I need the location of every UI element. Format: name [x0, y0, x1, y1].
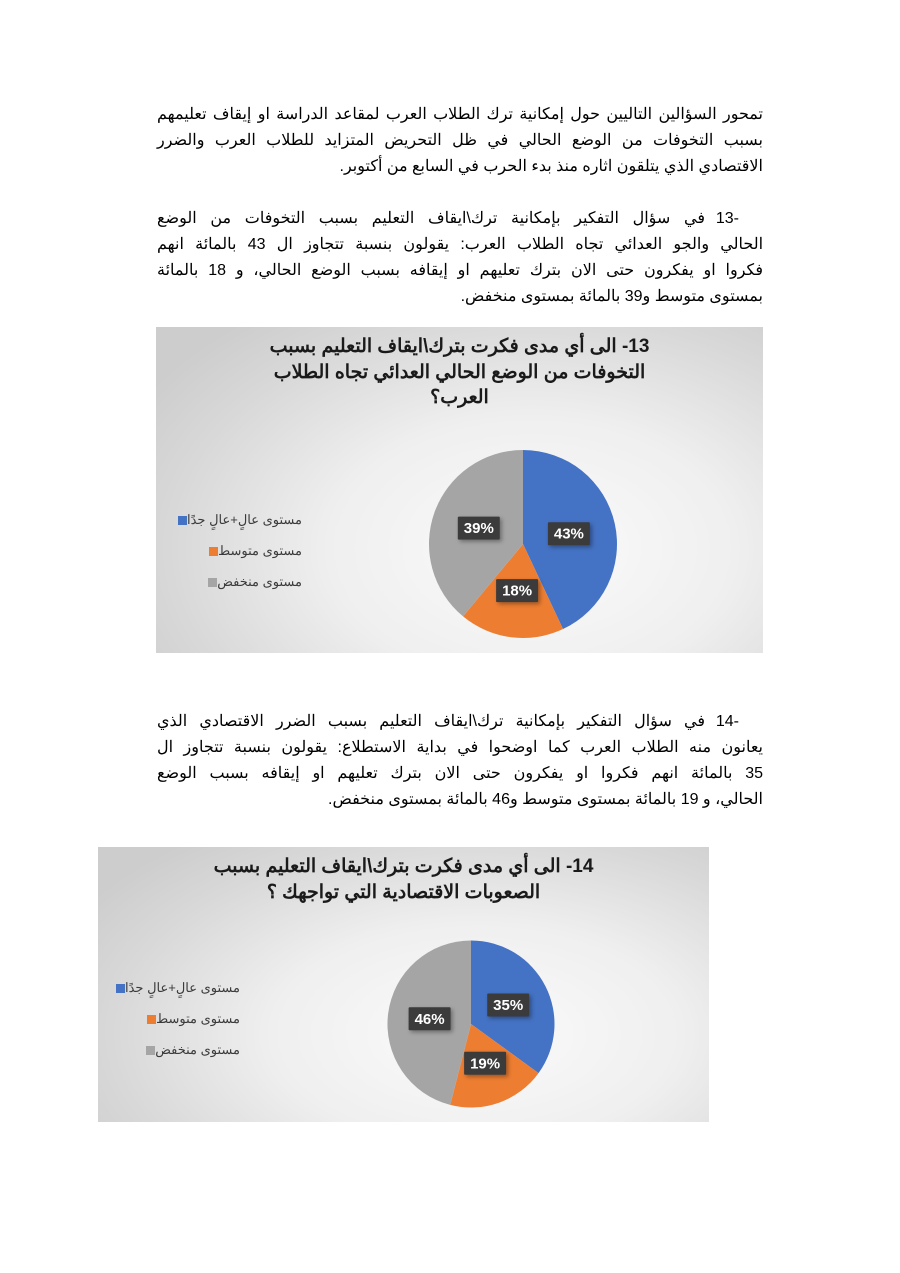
svg-text:39%: 39%	[464, 520, 494, 537]
svg-text:18%: 18%	[502, 583, 532, 600]
svg-text:46%: 46%	[415, 1011, 445, 1028]
svg-text:43%: 43%	[554, 526, 584, 543]
svg-text:19%: 19%	[470, 1055, 500, 1072]
svg-text:35%: 35%	[493, 997, 523, 1014]
